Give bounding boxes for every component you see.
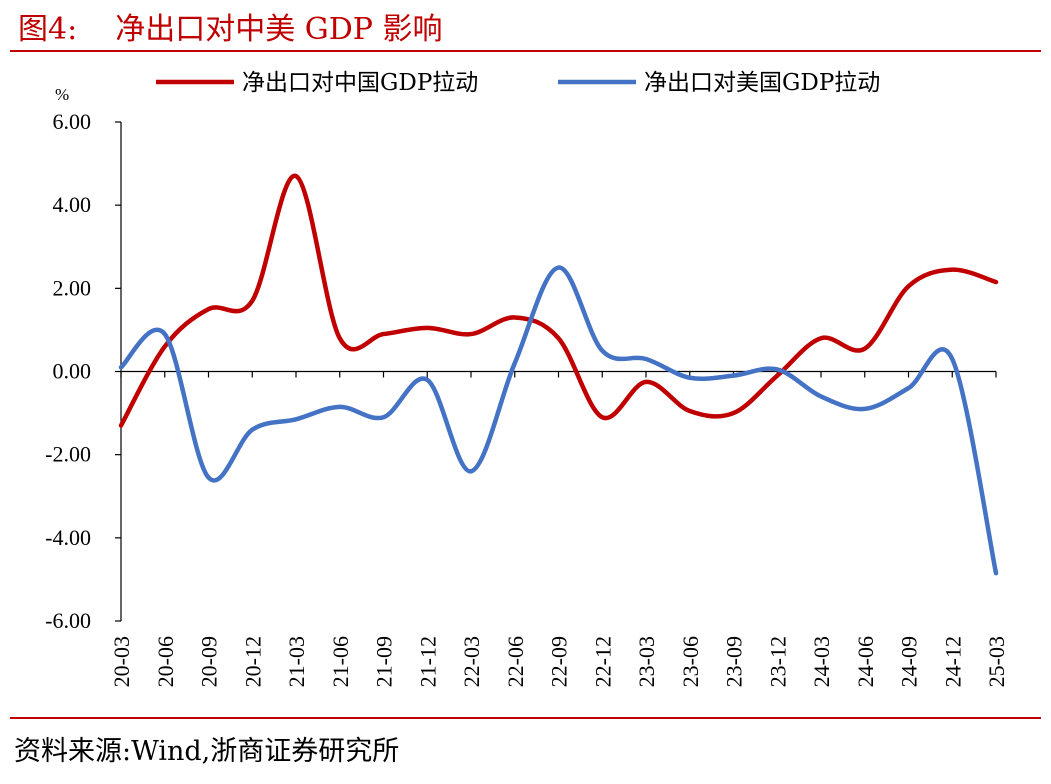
figure-title-row: 图4: 净出口对中美 GDP 影响 [18,6,443,47]
x-tick-label: 22-12 [590,636,615,687]
x-tick-label: 21-06 [328,636,353,687]
chart-legend: 净出口对中国GDP拉动 净出口对美国GDP拉动 [156,70,880,96]
x-tick-label: 20-12 [240,636,265,687]
figure-title: 净出口对中美 GDP 影响 [115,12,443,47]
y-tick-label: 4.00 [53,192,92,217]
x-tick-label: 22-06 [503,636,528,687]
x-tick-label: 24-06 [853,636,878,687]
x-tick-label: 20-03 [109,636,134,687]
legend-label-1: 净出口对中国GDP拉动 [242,70,478,96]
y-axis-unit: % [55,85,69,104]
x-tick-label: 21-12 [415,636,440,687]
x-tick-label: 20-09 [197,636,222,687]
y-tick-label: -2.00 [45,442,91,467]
x-tick-label: 21-03 [284,636,309,687]
x-tick-label: 22-03 [459,636,484,687]
legend-label-2: 净出口对美国GDP拉动 [644,70,880,96]
top-divider [10,50,1041,52]
series-layer [118,173,999,576]
x-tick-label: 23-09 [722,636,747,687]
y-tick-label: -4.00 [45,525,91,550]
x-tick-label: 25-03 [984,636,1009,687]
x-tick-label: 24-12 [940,636,965,687]
x-tick-label: 23-06 [678,636,703,687]
y-tick-label: 0.00 [53,359,92,384]
series-line-1 [118,173,999,428]
bottom-divider [10,717,1041,719]
source-note: 资料来源:Wind,浙商证券研究所 [14,736,400,767]
x-tick-label: 24-03 [809,636,834,687]
series-line-2 [118,265,999,576]
x-tick-label: 20-06 [153,636,178,687]
x-tick-label: 22-09 [547,636,572,687]
x-axis: 20-03 20-06 20-09 20-12 21-03 21-06 21-09 21-12… [109,370,1009,687]
figure-label: 图4: [18,12,78,47]
x-tick-label: 24-09 [897,636,922,687]
x-tick-label: 23-12 [765,636,790,687]
y-axis: 6.00 4.00 2.00 0.00 -2.00 -4.00 -6.00 [45,109,122,633]
y-tick-label: -6.00 [45,608,91,633]
x-tick-label: 23-03 [634,636,659,687]
x-tick-label: 21-09 [372,636,397,687]
y-tick-label: 2.00 [53,275,92,300]
y-tick-label: 6.00 [53,109,92,134]
